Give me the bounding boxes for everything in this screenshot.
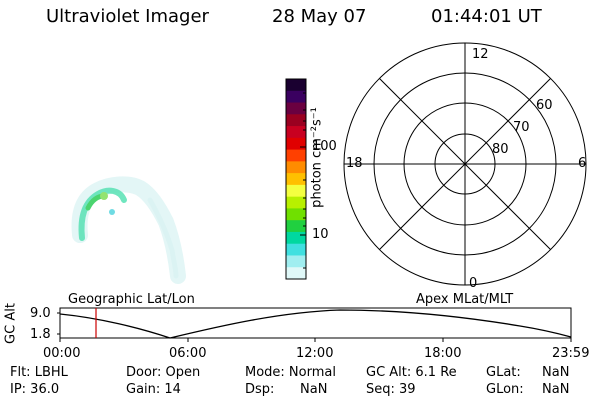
colorbar-strip — [286, 220, 306, 233]
mlt-label-0: 0 — [469, 276, 478, 291]
colorbar-strip — [286, 173, 306, 186]
colorbar-strip — [286, 102, 306, 115]
colorbar-strip — [286, 267, 306, 280]
colorbar-strip — [286, 184, 306, 198]
lat-label-60: 60 — [536, 98, 553, 113]
status-gain: Gain: 14 — [126, 382, 181, 397]
mlt-label-6: 6 — [578, 156, 587, 171]
image-date: 28 May 07 — [272, 6, 367, 27]
image-title: Ultraviolet Imager — [46, 6, 209, 27]
status-ip: IP: 36.0 — [10, 382, 60, 397]
status-glat-label: GLat: — [486, 365, 521, 380]
orbit-xtick-1: 06:00 — [169, 346, 207, 361]
status-glon-value: NaN — [542, 382, 570, 397]
status-glon-label: GLon: — [486, 382, 524, 397]
orbit-xtick-2: 12:00 — [296, 346, 334, 361]
status-dsp-label: Dsp: — [245, 382, 275, 397]
mlt-label-12: 12 — [472, 47, 489, 62]
lat-label-80: 80 — [492, 142, 509, 157]
image-time: 01:44:01 UT — [431, 6, 542, 27]
status-filter: Flt: LBHL — [10, 365, 68, 380]
colorbar-strip — [286, 126, 306, 139]
colorbar-strip — [286, 149, 306, 162]
colorbar-strip — [286, 196, 306, 209]
colorbar-strip — [286, 243, 306, 256]
colorbar-strip — [286, 161, 306, 174]
mlt-label-18: 18 — [346, 156, 363, 171]
status-door: Door: Open — [126, 365, 201, 380]
orbit-xtick-4: 23:59 — [552, 346, 590, 361]
colorbar-strip — [286, 208, 306, 221]
colorbar-strip — [286, 90, 306, 104]
orbit-ytick-bottom: 1.8 — [30, 327, 51, 342]
orbit-ylabel: GC Alt — [3, 303, 19, 344]
status-dsp-value: NaN — [300, 382, 328, 397]
colorbar-tick-100: 100 — [312, 139, 337, 154]
orbit-label-apex: Apex MLat/MLT — [416, 292, 514, 307]
colorbar-strip — [286, 255, 306, 268]
status-mode: Mode: Normal — [245, 365, 336, 380]
orbit-xtick-0: 00:00 — [43, 346, 81, 361]
orbit-label-geographic: Geographic Lat/Lon — [68, 292, 195, 307]
colorbar-strip — [286, 114, 306, 127]
lat-label-70: 70 — [513, 120, 530, 135]
orbit-ytick-top: 9.0 — [30, 306, 51, 321]
status-glat-value: NaN — [542, 365, 570, 380]
colorbar-tick-10: 10 — [312, 227, 329, 242]
status-seq: Seq: 39 — [366, 382, 416, 397]
status-gc-alt: GC Alt: 6.1 Re — [366, 365, 457, 380]
orbit-xtick-3: 18:00 — [424, 346, 462, 361]
colorbar-strip — [286, 79, 306, 92]
